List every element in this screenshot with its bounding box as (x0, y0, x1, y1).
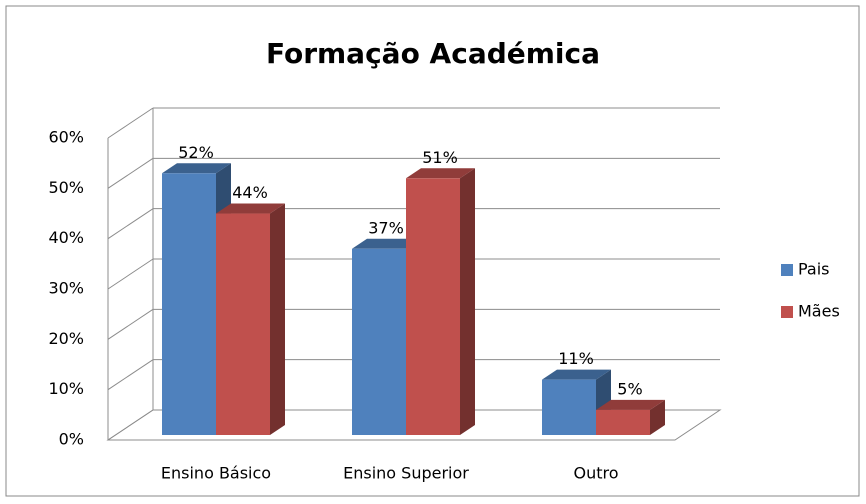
y-tick-label: 0% (59, 430, 84, 449)
y-tick-label: 30% (48, 279, 84, 298)
bar-side (460, 168, 475, 436)
bar-top (596, 399, 665, 410)
bar (596, 409, 650, 435)
data-label: 44% (232, 183, 268, 202)
legend-swatch (781, 306, 793, 318)
bar-top (542, 369, 611, 380)
bar-side (650, 399, 665, 435)
y-tick-label: 40% (48, 228, 84, 247)
legend-label: Pais (798, 260, 830, 279)
bar (352, 248, 406, 435)
data-label: 37% (368, 218, 404, 237)
bar-top (352, 238, 421, 249)
y-tick-label: 60% (48, 128, 84, 147)
data-label: 52% (178, 143, 214, 162)
chart-title: Formação Académica (266, 37, 600, 70)
legend-label: Mães (798, 302, 840, 321)
wall-grid-line (107, 157, 154, 189)
wall-grid-line (107, 308, 154, 340)
legend-swatch (781, 264, 793, 276)
bar-top (406, 168, 475, 179)
bar (162, 173, 216, 435)
bar-top (216, 203, 285, 214)
wall-grid-line (107, 208, 154, 240)
bar (542, 379, 596, 435)
x-tick-label: Ensino Superior (343, 464, 469, 483)
x-tick-label: Ensino Básico (161, 464, 271, 483)
y-tick-label: 50% (48, 178, 84, 197)
data-label: 11% (558, 349, 594, 368)
x-tick-label: Outro (573, 464, 618, 483)
data-label: 5% (617, 379, 642, 398)
bar-side (270, 203, 285, 435)
y-tick-label: 20% (48, 329, 84, 348)
y-tick-label: 10% (48, 379, 84, 398)
wall-grid-line (107, 107, 154, 139)
bar-top (162, 163, 231, 174)
wall-grid-line (107, 359, 154, 391)
bar (216, 213, 270, 435)
wall-grid-line (107, 258, 154, 290)
data-label: 51% (422, 148, 458, 167)
wall-grid-line (107, 409, 154, 441)
bar (406, 178, 460, 436)
